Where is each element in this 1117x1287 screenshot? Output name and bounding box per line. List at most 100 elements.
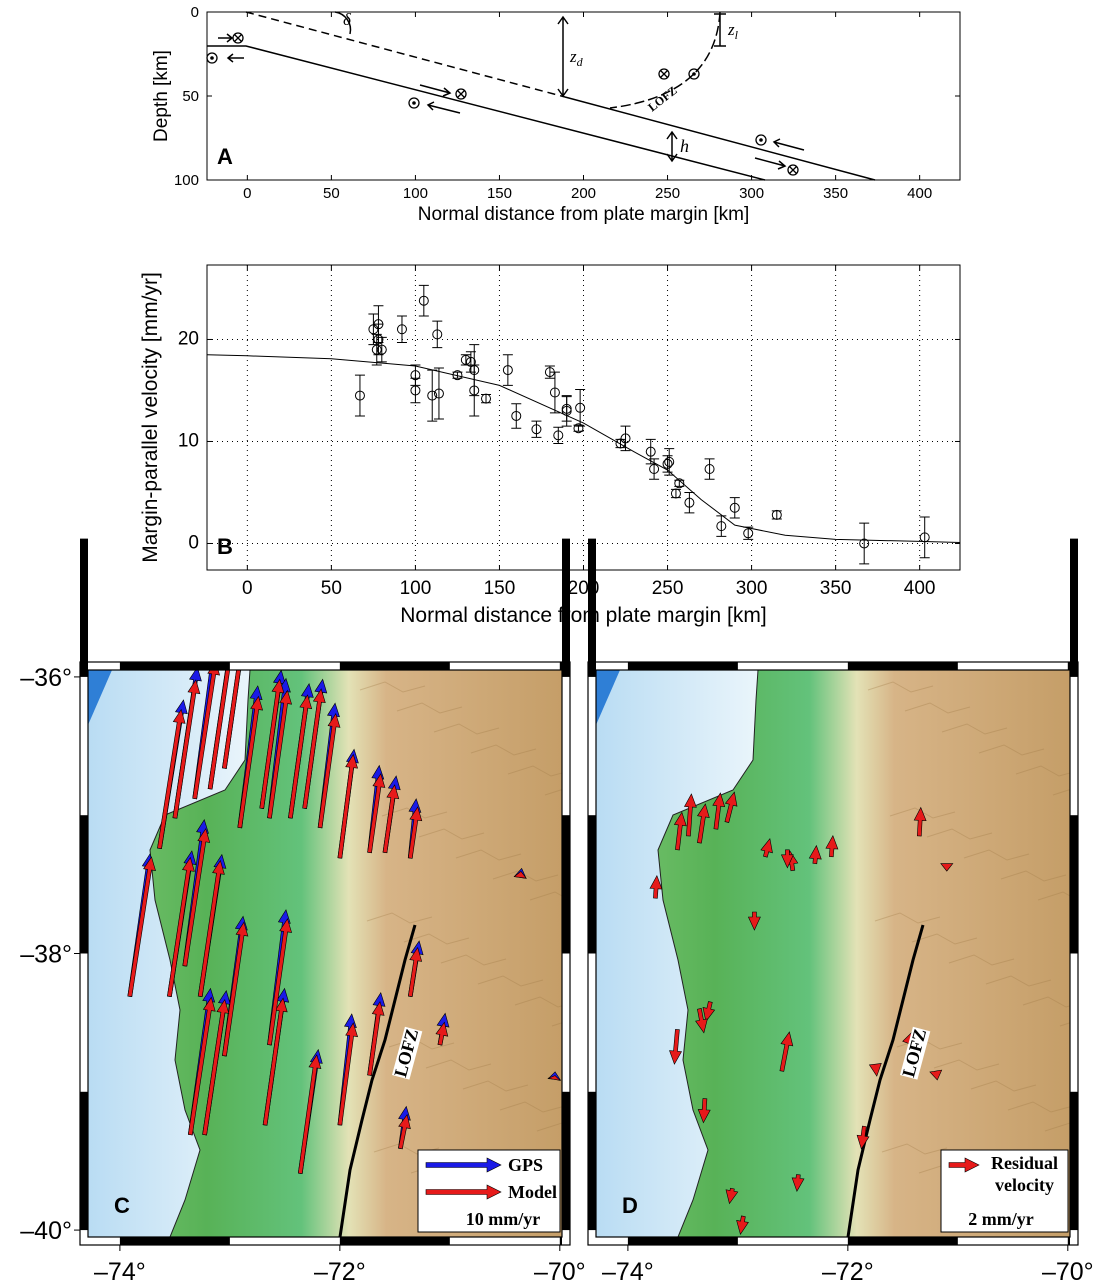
deep-ocean (88, 670, 112, 725)
velocity-arrow (367, 773, 386, 854)
error-bar (649, 458, 660, 480)
data-point (418, 295, 429, 306)
slip-arrow (419, 84, 452, 97)
data-point (771, 509, 782, 520)
x-tick-label: –70° (534, 1258, 586, 1286)
slip-arrow (772, 138, 805, 151)
error-bar (433, 367, 444, 420)
x-tick-label: 150 (487, 185, 512, 202)
x-tick-label: 300 (736, 578, 768, 599)
relief-line (403, 933, 470, 945)
data-point (662, 458, 673, 469)
frame-bar (559, 1237, 562, 1245)
relief-line (477, 975, 544, 987)
model-line (206, 354, 961, 543)
data-point (502, 365, 513, 376)
data-point (649, 464, 660, 475)
error-bar (410, 377, 421, 404)
relief-line (544, 789, 562, 796)
error-bar (460, 354, 471, 366)
fault-label: LOFZ (645, 83, 679, 114)
relief-line (948, 954, 1015, 966)
data-point (743, 528, 754, 539)
error-bar (418, 284, 429, 317)
x-tick-label: –74° (94, 1258, 146, 1286)
velocity-arrow (127, 856, 156, 998)
deep-ocean (596, 670, 620, 725)
data-point (410, 385, 421, 396)
slip-arrow (754, 157, 787, 170)
data-point (373, 334, 384, 345)
error-bar (704, 458, 715, 480)
lofz-fault (338, 924, 417, 1237)
frame-bar (588, 1091, 596, 1231)
velocity-arrow (712, 792, 726, 830)
x-tick-label: –72° (822, 1258, 874, 1286)
zd-arrow (557, 15, 569, 98)
velocity-arrow (669, 1029, 682, 1065)
velocity-arrow (725, 1187, 739, 1205)
frame-bar (1067, 1237, 1070, 1245)
velocity-arrow (825, 834, 839, 858)
velocity-arrow (197, 859, 225, 998)
relief-line (867, 681, 934, 693)
velocity-arrow (337, 1022, 359, 1126)
relief-line (941, 723, 1008, 735)
velocity-arrow (435, 1021, 449, 1046)
error-bar (919, 516, 930, 559)
velocity-arrow (724, 791, 738, 823)
error-bar (662, 455, 673, 473)
fault-label-bg (900, 1026, 931, 1080)
y-tick-label: 100 (174, 172, 199, 189)
dashed-fault (245, 11, 566, 98)
x-tick-label: 50 (323, 185, 340, 202)
x-tick-label: 350 (823, 185, 848, 202)
error-bar (396, 315, 407, 344)
velocity-arrow (695, 1008, 708, 1034)
error-bar (354, 374, 365, 417)
y-tick-label: 10 (178, 430, 199, 451)
frame-bar (80, 815, 88, 954)
velocity-arrow (367, 1000, 385, 1076)
map-area (88, 670, 562, 1237)
frame-bar (847, 662, 958, 670)
error-bar (432, 320, 443, 349)
h-label: h (680, 136, 689, 156)
frame-bar (559, 662, 562, 670)
relief-line (963, 849, 1030, 861)
legend-arrow (425, 1157, 502, 1173)
legend-arrow (425, 1184, 502, 1200)
velocity-arrow (780, 849, 794, 869)
data-point (376, 344, 387, 355)
x-tick-label: 100 (403, 185, 428, 202)
relief-line (425, 1059, 492, 1071)
x-tick-label: 200 (571, 185, 596, 202)
frame-bar (627, 662, 738, 670)
velocity-arrow (192, 670, 221, 800)
velocity-arrow (649, 874, 663, 899)
relief-line (366, 912, 433, 924)
error-bar (620, 425, 631, 452)
data-point (684, 497, 695, 508)
error-bar (469, 344, 480, 397)
velocity-arrow (736, 1215, 749, 1236)
x-tick-label: 150 (484, 578, 516, 599)
velocity-arrow (547, 1075, 562, 1082)
dip-arc (334, 11, 352, 35)
velocity-arrow (267, 689, 293, 819)
velocity-arrow (259, 678, 285, 809)
error-bar (427, 369, 438, 422)
velocity-arrow (288, 694, 313, 819)
velocity-arrow (382, 784, 400, 854)
velocity-arrow (267, 918, 293, 1046)
error-bar (549, 371, 560, 414)
data-point (511, 410, 522, 421)
relief-line (970, 1080, 1037, 1092)
panel-label: C (114, 1193, 130, 1218)
zl-sub: l (735, 28, 739, 42)
y-axis-label: Margin-parallel velocity [mm/yr] (139, 272, 162, 563)
legend-label-box: Residual velocity (991, 1153, 1058, 1195)
data-point (615, 438, 626, 449)
data-point (716, 521, 727, 532)
